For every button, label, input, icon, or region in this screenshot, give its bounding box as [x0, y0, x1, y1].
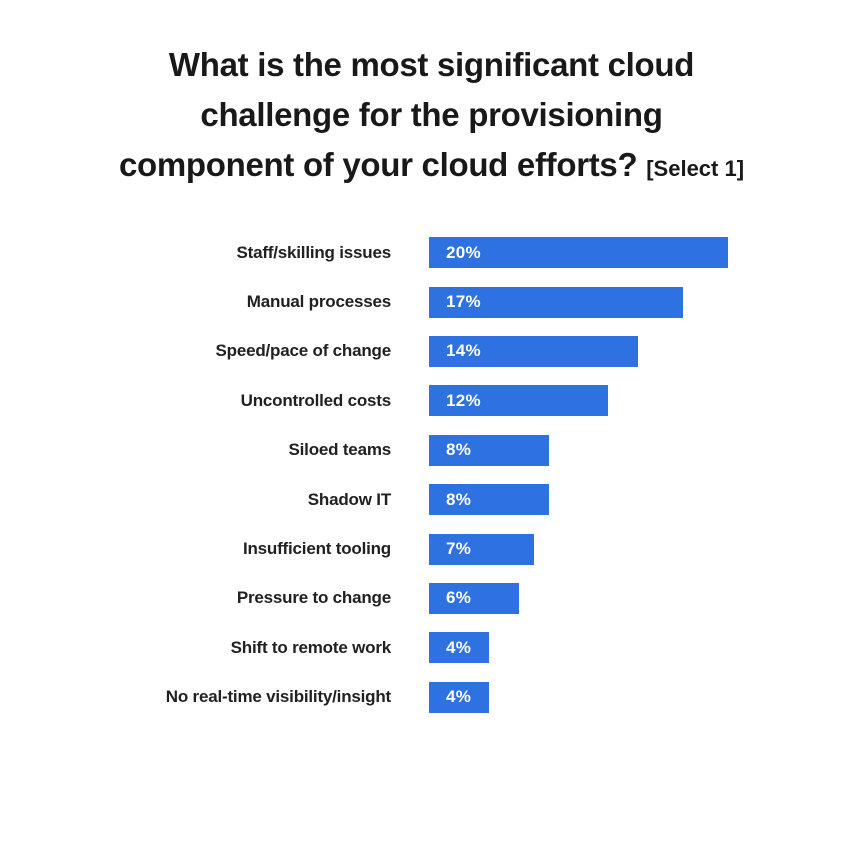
category-label: Shadow IT: [307, 489, 391, 509]
bar-chart: Staff/skilling issues 20% Manual processes…: [0, 228, 863, 722]
bar-row: Pressure to change 6%: [0, 574, 863, 623]
chart-title-line-2: challenge for the provisioning: [200, 96, 663, 133]
bar-row: Insufficient tooling 7%: [0, 524, 863, 573]
bar-value-label: 14%: [446, 341, 481, 361]
bar-row: Speed/pace of change 14%: [0, 327, 863, 376]
bar: 17%: [429, 286, 684, 318]
bar-row: No real-time visibility/insight 4%: [0, 673, 863, 722]
bar: 8%: [429, 484, 549, 516]
category-label: Speed/pace of change: [215, 341, 392, 361]
category-label: Shift to remote work: [230, 637, 392, 657]
bar-value-label: 12%: [446, 390, 481, 410]
bar-row: Manual processes 17%: [0, 277, 863, 326]
category-label: Insufficient tooling: [242, 539, 391, 559]
bar-rows: Staff/skilling issues 20% Manual processes…: [0, 228, 863, 722]
category-label: No real-time visibility/insight: [165, 687, 391, 707]
bar: 14%: [429, 335, 639, 367]
bar-value-label: 17%: [446, 292, 481, 312]
chart-title-line-3-text: component of your cloud efforts?: [118, 146, 638, 183]
bar-row: Uncontrolled costs 12%: [0, 376, 863, 425]
chart-title-line-3: component of your cloud efforts? [Select…: [0, 140, 863, 194]
bar-value-label: 4%: [446, 687, 472, 707]
category-label: Uncontrolled costs: [240, 390, 392, 410]
bar-value-label: 7%: [446, 539, 472, 559]
bar: 20%: [429, 237, 728, 269]
chart-title-select-note: [Select 1]: [646, 156, 745, 181]
bar: 12%: [429, 385, 609, 417]
bar: 6%: [429, 582, 519, 614]
bar: 4%: [429, 681, 489, 713]
chart-title: What is the most significant cloud chall…: [0, 40, 863, 194]
chart-title-line-1: What is the most significant cloud: [168, 46, 695, 83]
bar: 4%: [429, 632, 489, 664]
bar-row: Staff/skilling issues 20%: [0, 228, 863, 277]
bar-value-label: 4%: [446, 637, 472, 657]
category-label: Siloed teams: [288, 440, 392, 460]
bar-row: Siloed teams 8%: [0, 426, 863, 475]
bar: 8%: [429, 434, 549, 466]
bar-row: Shift to remote work 4%: [0, 623, 863, 672]
bar-value-label: 8%: [446, 489, 472, 509]
bar-value-label: 20%: [446, 242, 481, 262]
category-label: Staff/skilling issues: [236, 242, 391, 262]
category-label: Manual processes: [246, 292, 391, 312]
bar: 7%: [429, 533, 534, 565]
bar-value-label: 8%: [446, 440, 472, 460]
category-label: Pressure to change: [236, 588, 391, 608]
bar-value-label: 6%: [446, 588, 472, 608]
bar-row: Shadow IT 8%: [0, 475, 863, 524]
